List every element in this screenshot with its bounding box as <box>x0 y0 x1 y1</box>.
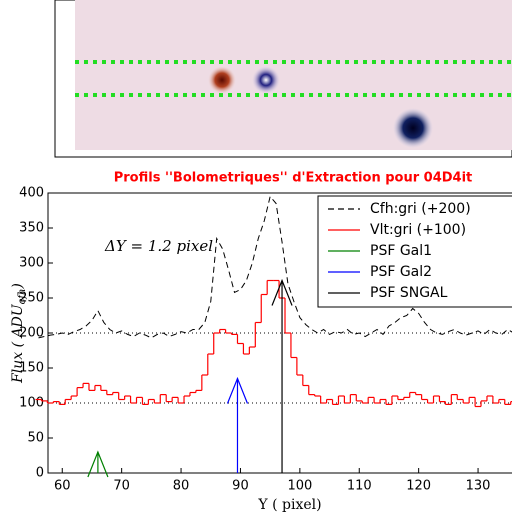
x-tick-label: 120 <box>406 479 431 494</box>
y-label-sub: cfh <box>17 289 28 305</box>
y-tick-label: 50 <box>27 431 44 446</box>
y-label-main: Flux ( ADU <box>10 303 26 384</box>
psf-arrowhead <box>226 376 249 404</box>
annotation: ΔY = 1.2 pixel <box>104 237 213 255</box>
x-tick-label: 100 <box>287 479 312 494</box>
x-tick-label: 90 <box>232 479 249 494</box>
y-tick-label: 250 <box>19 291 44 306</box>
legend-label: Cfh:gri (+200) <box>370 201 471 217</box>
y-label-close: ) <box>10 283 26 289</box>
series-line <box>38 195 512 339</box>
psf-arrowhead <box>87 450 109 478</box>
legend-label: Vlt:gri (+100) <box>370 222 466 238</box>
x-tick-label: 110 <box>347 479 372 494</box>
y-tick-label: 200 <box>19 326 44 341</box>
x-tick-label: 60 <box>54 479 71 494</box>
y-tick-label: 150 <box>19 361 44 376</box>
legend-label: PSF Gal1 <box>370 243 432 259</box>
y-axis-label: Flux ( ADUcfh) <box>10 283 28 384</box>
legend-label: PSF SNGAL <box>370 285 448 301</box>
y-tick-label: 400 <box>19 186 44 201</box>
y-tick-label: 0 <box>36 466 44 481</box>
x-tick-label: 70 <box>113 479 130 494</box>
chart-title: Profils ''Bolometriques'' d'Extraction p… <box>114 171 473 186</box>
psf-arrowhead <box>271 278 293 306</box>
x-tick-label: 80 <box>173 479 190 494</box>
y-tick-label: 300 <box>19 256 44 271</box>
y-tick-label: 350 <box>19 221 44 236</box>
y-tick-label: 100 <box>19 396 44 411</box>
image-strip <box>54 0 512 158</box>
x-axis-label: Y ( pixel) <box>257 497 321 513</box>
legend-label: PSF Gal2 <box>370 264 432 280</box>
x-tick-label: 130 <box>466 479 491 494</box>
